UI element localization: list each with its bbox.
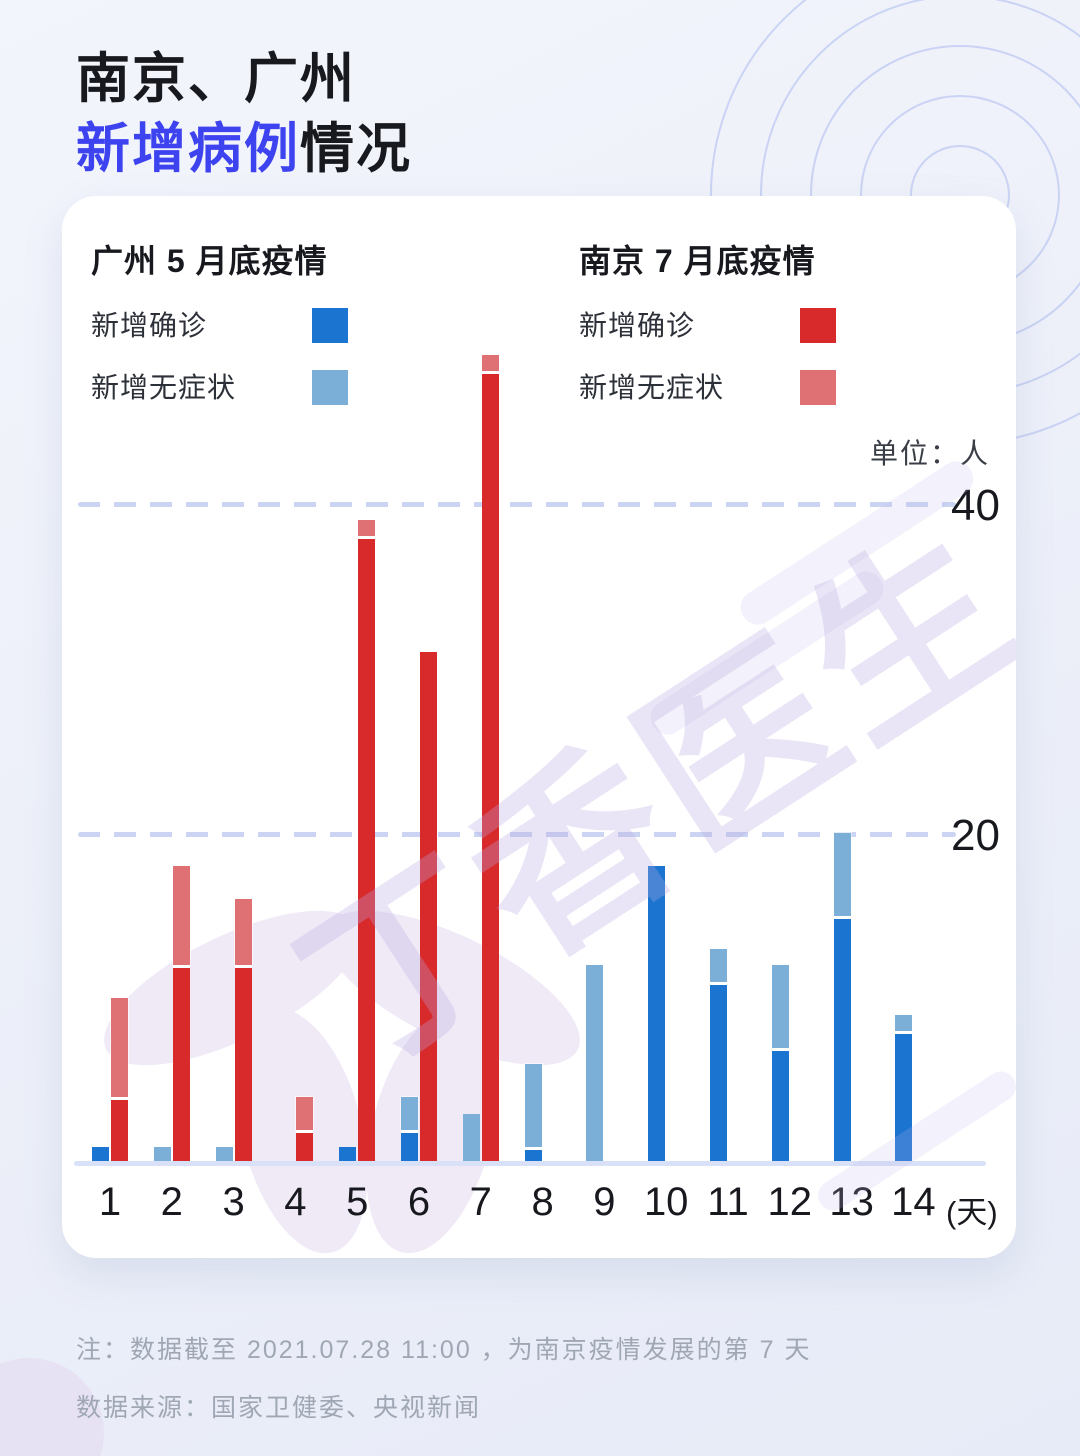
legend-nanjing-title: 南京 7 月底疫情 (579, 243, 816, 279)
x-tick-day-3: 3 (222, 1180, 245, 1224)
y-tick-40: 40 (951, 481, 1000, 530)
bar-day9-gz-asymptomatic (586, 965, 604, 1163)
bar-day2-nj-asymptomatic (172, 866, 190, 965)
legend-item-nj-asymptomatic: 新增无症状 (579, 370, 869, 406)
bar-day6-gz-confirmed (401, 1130, 418, 1163)
bar-plot-area (62, 196, 1016, 1163)
x-axis-unit-label: (天) (946, 1195, 998, 1230)
page-title-accent: 新增病例 (76, 119, 300, 179)
x-tick-day-4: 4 (284, 1180, 307, 1224)
legend-label: 新增确诊 (579, 310, 696, 341)
legend-swatch-lightred (800, 370, 836, 405)
legend-label: 新增确诊 (91, 310, 208, 341)
page-title-line2: 新增病例情况 (76, 114, 412, 184)
gridline-20 (78, 832, 956, 837)
bar-day5-gz-confirmed (339, 1146, 357, 1163)
bar-day6-gz-asymptomatic (401, 1097, 418, 1130)
legend-label: 新增无症状 (579, 372, 725, 403)
bar-day6-nj-confirmed (420, 651, 437, 1163)
x-tick-day-1: 1 (98, 1180, 122, 1224)
bar-day4-nj-confirmed (296, 1130, 314, 1163)
legend-guangzhou: 广州 5 月底疫情 新增确诊 新增无症状 (91, 236, 391, 406)
x-tick-day-14: 14 (891, 1180, 936, 1224)
bar-day7-nj-confirmed (481, 371, 499, 1163)
bar-day10-gz-confirmed (648, 866, 666, 1163)
legend-swatch-red (800, 308, 836, 343)
bar-day13-gz-asymptomatic (833, 833, 851, 916)
bar-day5-nj-asymptomatic (358, 519, 376, 536)
bar-day14-gz-confirmed (895, 1031, 913, 1163)
x-tick-day-12: 12 (767, 1180, 813, 1224)
bar-day7-gz-asymptomatic (462, 1113, 480, 1163)
legend-swatch-blue (312, 308, 348, 343)
legend-swatch-lightblue (312, 370, 348, 405)
page-title: 南京、广州 新增病例情况 (76, 44, 412, 184)
x-tick-day-6: 6 (407, 1180, 431, 1224)
footnote-data-source: 数据来源：国家卫健委、央视新闻 (76, 1394, 482, 1422)
legend-item-nj-confirmed: 新增确诊 (579, 308, 869, 344)
page-title-line1: 南京、广州 (76, 49, 356, 109)
bar-day1-gz-confirmed (92, 1146, 109, 1163)
chart-card: 1 2 3 4 5 6 7 8 9 10 11 12 13 14 (天) 40 20 单位：人 广州 5 … (62, 196, 1016, 1258)
page-title-rest: 情况 (300, 119, 412, 179)
bar-day12-gz-confirmed (771, 1047, 789, 1163)
y-tick-20: 20 (951, 811, 1000, 860)
bar-day2-gz-asymptomatic (153, 1146, 171, 1163)
bar-day3-nj-asymptomatic (234, 899, 252, 965)
bar-day5-nj-confirmed (358, 536, 376, 1163)
legend-item-gz-asymptomatic: 新增无症状 (91, 370, 381, 406)
unit-label: 单位：人 (869, 438, 990, 469)
legend-item-gz-confirmed: 新增确诊 (91, 308, 381, 344)
bar-day2-nj-confirmed (172, 965, 190, 1163)
footnote-data-cutoff: 注：数据截至 2021.07.28 11:00 ，为南京疫情发展的第 7 天 (76, 1336, 812, 1364)
x-tick-day-9: 9 (593, 1180, 616, 1224)
bar-day1-nj-asymptomatic (111, 998, 128, 1097)
x-tick-day-13: 13 (829, 1180, 874, 1224)
gridline-40 (78, 502, 956, 507)
bar-day3-gz-asymptomatic (215, 1146, 233, 1163)
bar-day8-gz-confirmed (524, 1146, 542, 1163)
bar-day14-gz-asymptomatic (895, 1014, 913, 1031)
x-tick-day-10: 10 (643, 1180, 689, 1224)
bar-day11-gz-confirmed (710, 981, 727, 1163)
bar-day1-nj-confirmed (111, 1097, 128, 1163)
x-axis-line (74, 1161, 986, 1166)
x-tick-day-8: 8 (531, 1180, 554, 1224)
x-tick-day-2: 2 (160, 1180, 183, 1224)
x-tick-day-11: 11 (707, 1180, 749, 1224)
bar-day13-gz-confirmed (833, 915, 851, 1163)
bar-day12-gz-asymptomatic (771, 965, 789, 1048)
bar-day7-nj-asymptomatic (481, 354, 499, 371)
legend-nanjing: 南京 7 月底疫情 新增确诊 新增无症状 (579, 236, 879, 406)
bar-day3-nj-confirmed (234, 965, 252, 1163)
x-tick-day-7: 7 (469, 1180, 492, 1224)
legend-guangzhou-title: 广州 5 月底疫情 (91, 243, 328, 279)
bar-day11-gz-asymptomatic (710, 948, 727, 982)
x-axis-labels: 1 2 3 4 5 6 7 8 9 10 11 12 13 14 (62, 1180, 1016, 1240)
legend-label: 新增无症状 (91, 372, 237, 403)
bar-day8-gz-asymptomatic (524, 1064, 542, 1147)
bar-day4-nj-asymptomatic (296, 1097, 314, 1130)
x-tick-day-5: 5 (346, 1180, 369, 1224)
